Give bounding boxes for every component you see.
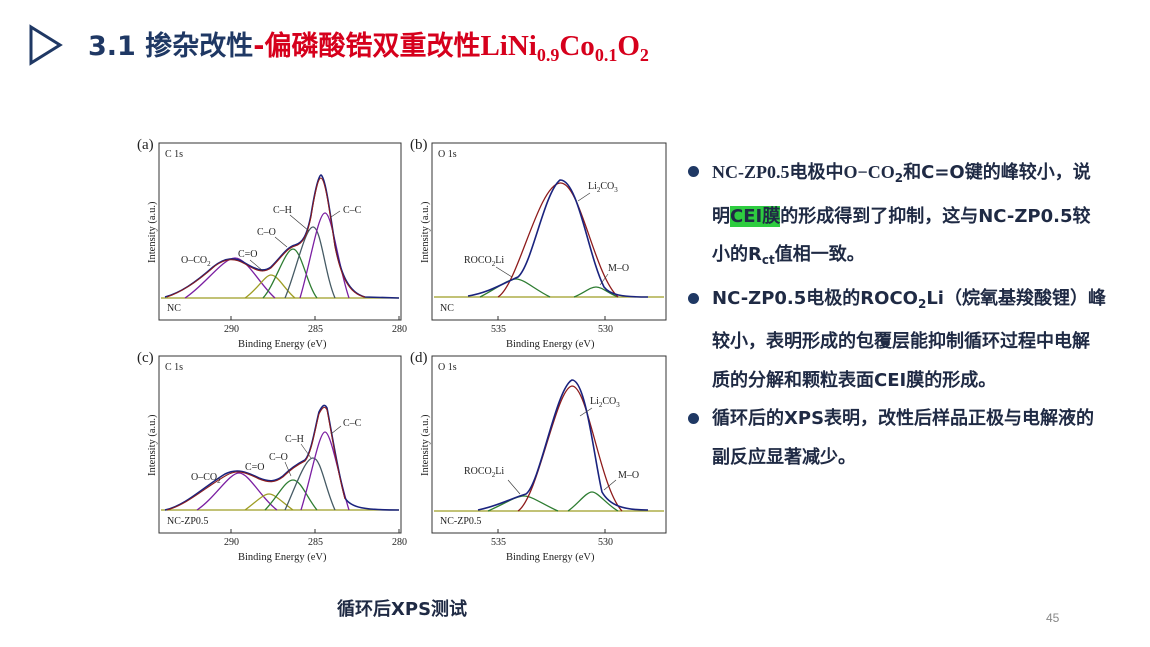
bullet-item: 循环后的XPS表明，改性后样品正极与电解液的副反应显著减少。	[686, 400, 1106, 477]
x-axis-title: Binding Energy (eV)	[238, 339, 327, 350]
panel-letter: (a)	[137, 137, 154, 153]
tick-label: 285	[308, 537, 323, 548]
bullet-dot-icon	[688, 413, 699, 424]
element-label: O 1s	[438, 149, 457, 160]
element-label: C 1s	[165, 362, 183, 373]
tick-label: 290	[224, 537, 239, 548]
xps-panel-c: (c) C 1s NC-ZP0.5 Intensity (a.u.) Bindi…	[135, 348, 410, 563]
peak-label: Li2CO3	[588, 181, 618, 194]
x-axis-title: Binding Energy (eV)	[506, 339, 595, 350]
peak-label: C–H	[285, 434, 304, 445]
bullet-dot-icon	[688, 292, 699, 304]
x-axis-title: Binding Energy (eV)	[506, 552, 595, 563]
panel-letter: (d)	[410, 350, 428, 366]
peak-label: C–O	[257, 227, 276, 238]
peak-label: ROCO2Li	[464, 255, 504, 268]
bullet-item: NC-ZP0.5电极的ROCO2Li（烷氧基羧酸锂）峰较小，表明形成的包覆层能抑…	[686, 280, 1106, 401]
peak-label: C–O	[269, 452, 288, 463]
peak-label: C=O	[238, 249, 258, 260]
y-axis-title: Intensity (a.u.)	[420, 414, 431, 476]
peak-label: C–C	[343, 418, 362, 429]
peak-label: C–C	[343, 205, 362, 216]
bullet-list: NC-ZP0.5电极中O−CO2和C=O键的峰较小，说明CEI膜的形成得到了抑制…	[686, 153, 1106, 477]
y-axis-title: Intensity (a.u.)	[147, 201, 158, 263]
xps-panel-b: (b) O 1s NC Intensity (a.u.) Binding Ene…	[408, 135, 673, 350]
highlight-text: CEI膜	[730, 205, 781, 227]
peak-label: M–O	[608, 263, 629, 274]
peak-label: M–O	[618, 470, 639, 481]
y-axis-title: Intensity (a.u.)	[147, 414, 158, 476]
bullet-dot-icon	[688, 166, 699, 177]
figure-caption: 循环后XPS测试	[337, 599, 468, 620]
peak-label: Li2CO3	[590, 396, 620, 409]
panel-letter: (c)	[137, 350, 154, 366]
sample-label: NC-ZP0.5	[440, 516, 481, 527]
xps-panel-a: (a) C 1s NC Intensity (a.u.) Binding Ene…	[135, 135, 410, 350]
tick-label: 280	[392, 324, 407, 335]
tick-label: 280	[392, 537, 407, 548]
slide-title: 3.1 掺杂改性-偏磷酸锆双重改性LiNi0.9Co0.1O2	[88, 30, 649, 65]
tick-label: 535	[491, 324, 506, 335]
peak-label: ROCO2Li	[464, 466, 504, 479]
xps-panel-d: (d) O 1s NC-ZP0.5 Intensity (a.u.) Bindi…	[408, 348, 673, 563]
x-axis-title: Binding Energy (eV)	[238, 552, 327, 563]
tick-label: 535	[491, 537, 506, 548]
peak-label: C–H	[273, 205, 292, 216]
play-arrow-icon	[29, 24, 63, 66]
element-label: C 1s	[165, 149, 183, 160]
panel-letter: (b)	[410, 137, 428, 153]
bullet-item: NC-ZP0.5电极中O−CO2和C=O键的峰较小，说明CEI膜的形成得到了抑制…	[686, 153, 1106, 280]
page-number: 45	[1046, 611, 1060, 625]
tick-label: 285	[308, 324, 323, 335]
tick-label: 530	[598, 324, 613, 335]
peak-label: O–CO2	[181, 255, 211, 268]
element-label: O 1s	[438, 362, 457, 373]
tick-label: 290	[224, 324, 239, 335]
peak-label: O–CO2	[191, 472, 221, 485]
sample-label: NC	[167, 303, 181, 314]
y-axis-title: Intensity (a.u.)	[420, 201, 431, 263]
sample-label: NC-ZP0.5	[167, 516, 208, 527]
tick-label: 530	[598, 537, 613, 548]
sample-label: NC	[440, 303, 454, 314]
peak-label: C=O	[245, 462, 265, 473]
